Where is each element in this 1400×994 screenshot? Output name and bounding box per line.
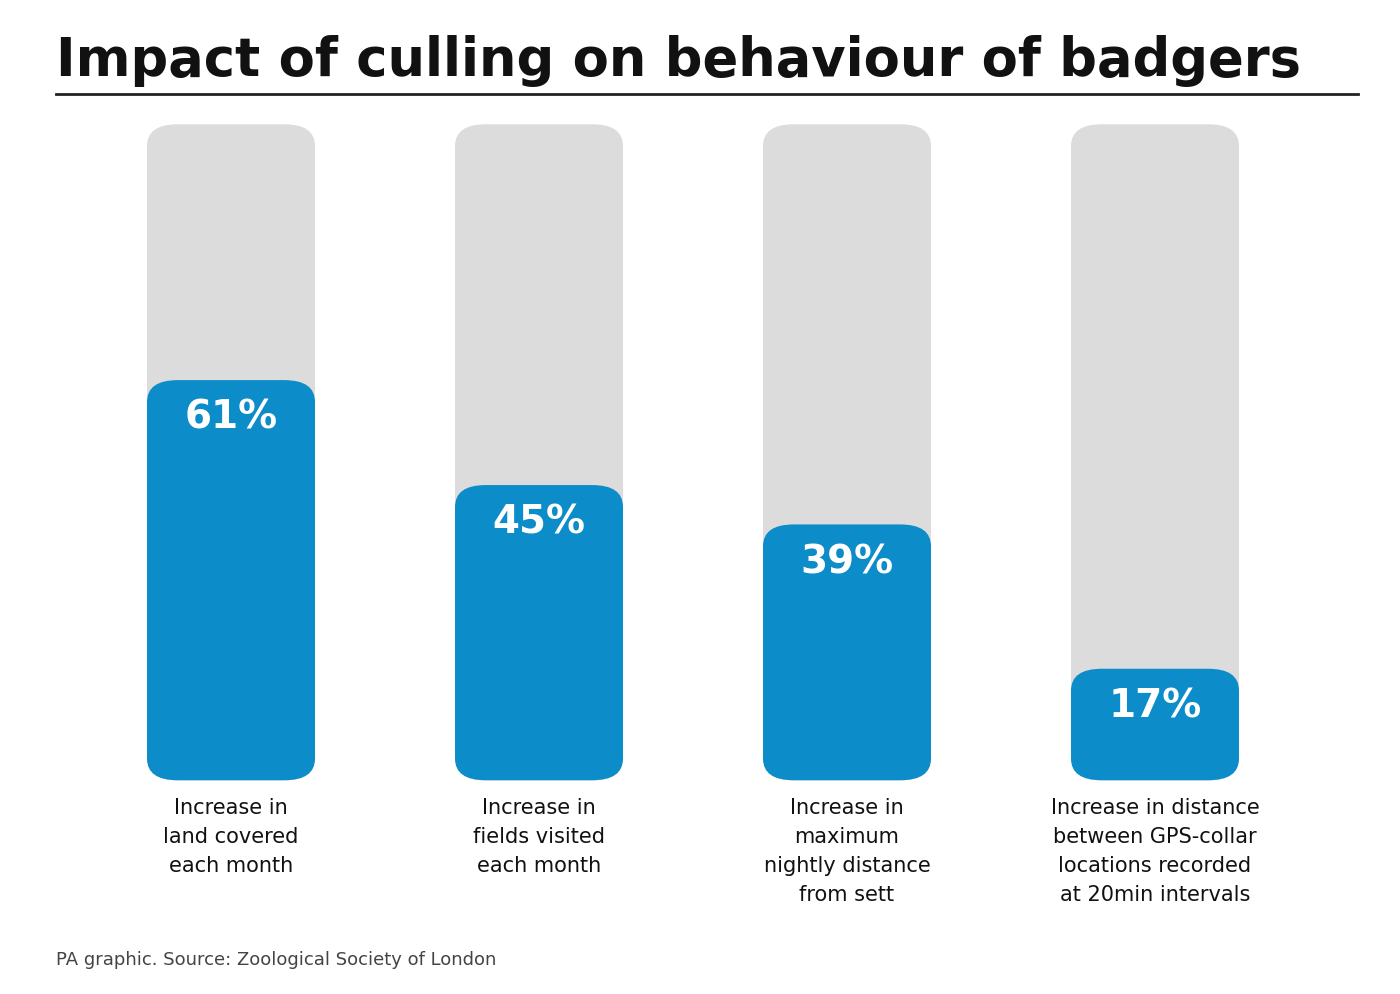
Text: Impact of culling on behaviour of badgers: Impact of culling on behaviour of badger… (56, 35, 1301, 86)
Text: 61%: 61% (185, 399, 277, 437)
Text: PA graphic. Source: Zoological Society of London: PA graphic. Source: Zoological Society o… (56, 951, 497, 969)
Text: 17%: 17% (1109, 688, 1201, 726)
Text: Increase in
maximum
nightly distance
from sett: Increase in maximum nightly distance fro… (763, 798, 931, 905)
Text: 45%: 45% (493, 504, 585, 542)
Text: Increase in
land covered
each month: Increase in land covered each month (164, 798, 298, 876)
Text: 39%: 39% (801, 543, 893, 581)
Text: Increase in distance
between GPS-collar
locations recorded
at 20min intervals: Increase in distance between GPS-collar … (1050, 798, 1260, 905)
Text: Increase in
fields visited
each month: Increase in fields visited each month (473, 798, 605, 876)
